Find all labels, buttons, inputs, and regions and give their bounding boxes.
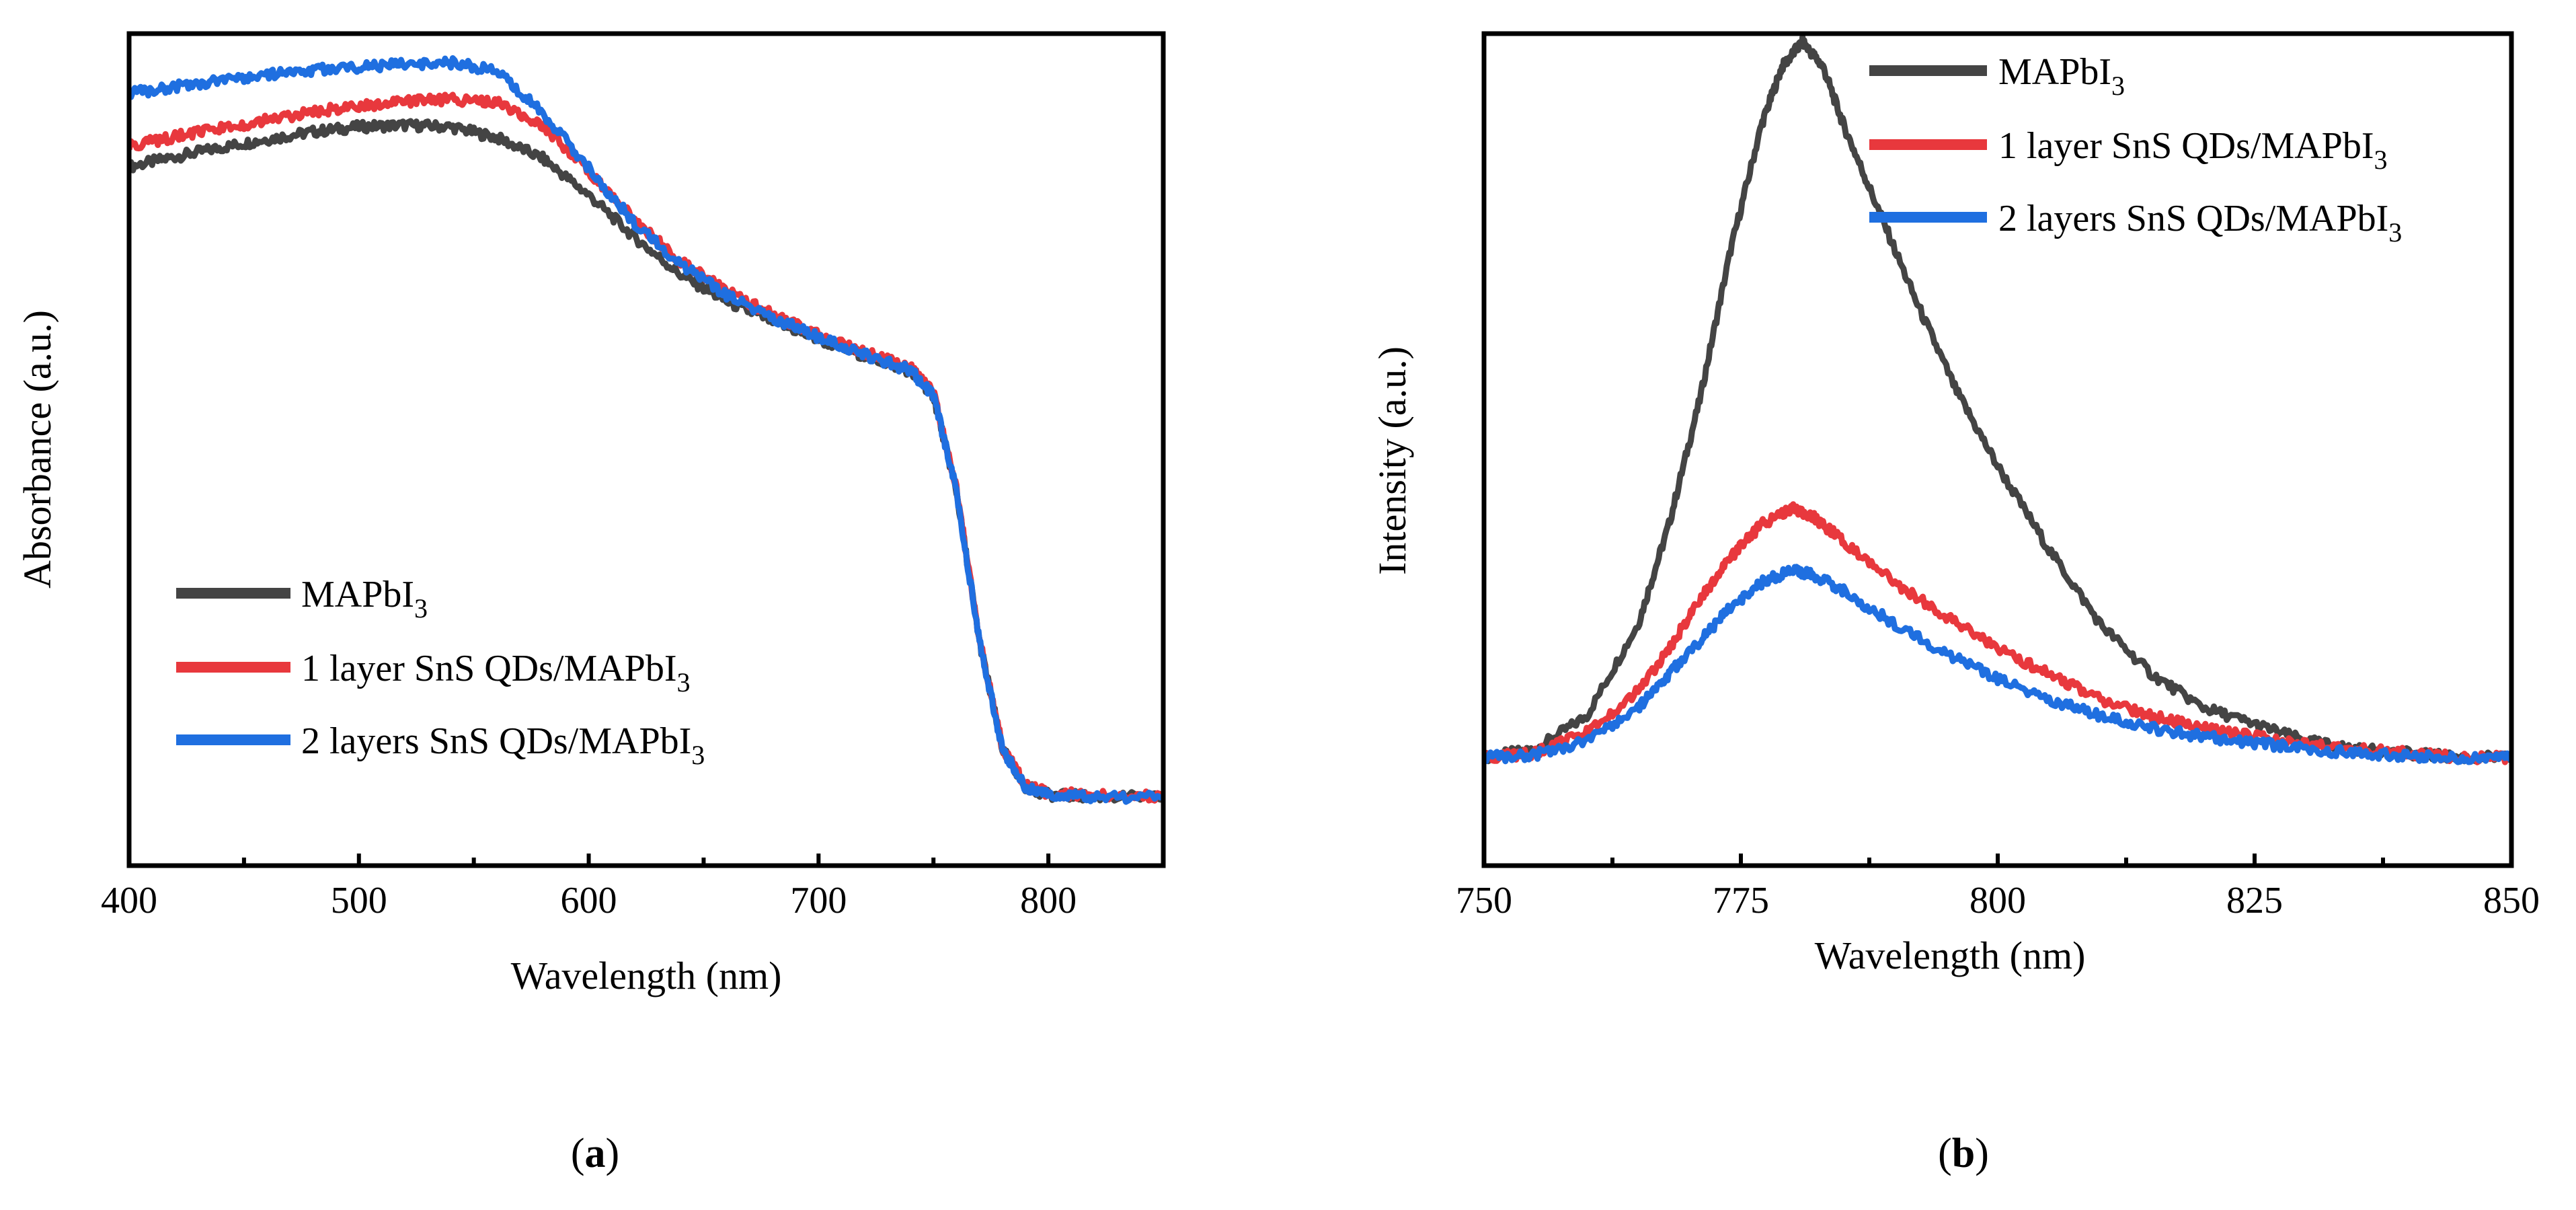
panel-b-series-2-layers-sns-qds-mapbi3 xyxy=(1484,564,2511,765)
panel-b-x-axis-title: Wavelength (nm) xyxy=(1815,934,2086,977)
panel-a-x-tick-label: 600 xyxy=(561,880,617,921)
panel-a-legend-item-1-layer: 1 layer SnS QDs/MAPbI3 xyxy=(176,648,690,697)
panel-b-x-tick-label: 825 xyxy=(2226,880,2283,921)
panel-a-series-mapbi3 xyxy=(129,118,1163,804)
panel-a: 400 500 600 700 800 Wavelength (nm) Absorban… xyxy=(15,31,1166,1176)
panel-b-x-tick-label: 750 xyxy=(1456,880,1512,921)
panel-b-x-tick-label: 800 xyxy=(1969,880,2026,921)
panel-a-series-lines xyxy=(129,55,1163,805)
panel-a-plot-frame xyxy=(126,31,1166,868)
panel-b-x-ticks xyxy=(1482,854,2513,866)
panel-b-series-mapbi3 xyxy=(1484,34,2511,765)
panel-b-legend-item-2-layers: 2 layers SnS QDs/MAPbI3 xyxy=(1869,198,2402,248)
panel-b-legend-item-mapbi3: MAPbI3 xyxy=(1869,51,2125,101)
panel-a-legend-label-1-layer: 1 layer SnS QDs/MAPbI3 xyxy=(301,648,690,697)
panel-b-legend: MAPbI3 1 layer SnS QDs/MAPbI3 2 layers S… xyxy=(1869,51,2402,248)
panel-a-legend-label-2-layers: 2 layers SnS QDs/MAPbI3 xyxy=(301,720,705,770)
panel-a-legend-item-mapbi3: MAPbI3 xyxy=(176,574,428,623)
panel-a-x-tick-label: 400 xyxy=(101,880,157,921)
panel-b-series-1-layer-sns-qds-mapbi3 xyxy=(1484,501,2511,765)
panel-b-x-tick-label: 775 xyxy=(1713,880,1769,921)
panel-b-series-lines xyxy=(1484,34,2511,765)
panel-b-x-tick-label: 850 xyxy=(2483,880,2540,921)
panel-b: 750 775 800 825 850 Wavelength (nm) Intensit… xyxy=(1370,31,2540,1176)
panel-a-x-tick-label: 800 xyxy=(1020,880,1077,921)
panel-a-x-axis-title: Wavelength (nm) xyxy=(511,954,782,997)
panel-b-legend-item-1-layer: 1 layer SnS QDs/MAPbI3 xyxy=(1869,125,2387,175)
panel-b-legend-label-1-layer: 1 layer SnS QDs/MAPbI3 xyxy=(1998,125,2387,175)
panel-a-x-tick-label: 500 xyxy=(331,880,387,921)
panel-a-x-tick-label: 700 xyxy=(790,880,847,921)
panel-a-y-axis-title: Absorbance (a.u.) xyxy=(15,310,59,589)
panel-a-x-ticks xyxy=(127,854,1051,866)
panel-a-legend-label-mapbi3: MAPbI3 xyxy=(301,574,428,623)
panel-a-legend: MAPbI3 1 layer SnS QDs/MAPbI3 2 layers S… xyxy=(176,574,705,770)
panel-a-series-1-layer-sns-qds-mapbi3 xyxy=(129,91,1163,804)
panel-b-caption: (b) xyxy=(1938,1131,1989,1176)
panel-b-x-tick-labels: 750 775 800 825 850 xyxy=(1456,880,2540,921)
panel-a-caption: (a) xyxy=(571,1131,619,1176)
panel-a-x-tick-labels: 400 500 600 700 800 xyxy=(101,880,1077,921)
panel-b-legend-label-mapbi3: MAPbI3 xyxy=(1998,51,2125,101)
panel-b-y-axis-title: Intensity (a.u.) xyxy=(1370,346,1414,575)
panel-b-legend-label-2-layers: 2 layers SnS QDs/MAPbI3 xyxy=(1998,198,2402,248)
panel-a-legend-item-2-layers: 2 layers SnS QDs/MAPbI3 xyxy=(176,720,705,770)
panel-a-series-2-layers-sns-qds-mapbi3 xyxy=(129,55,1163,805)
